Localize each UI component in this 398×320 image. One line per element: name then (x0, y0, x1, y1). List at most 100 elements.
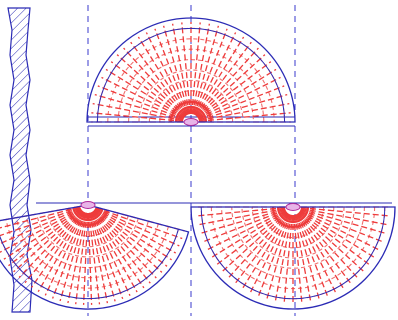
field-ray (91, 211, 138, 293)
field-ray (154, 28, 189, 115)
field-ray (181, 22, 191, 115)
field-ray (248, 213, 290, 295)
near-field-core (77, 206, 99, 217)
near-field-core (276, 206, 310, 224)
field-ray (0, 207, 81, 245)
field-ray (209, 210, 287, 260)
field-ray (51, 212, 86, 299)
field-ray (94, 93, 184, 121)
field-arc (56, 210, 119, 237)
field-ray (92, 210, 151, 284)
field-ray (3, 208, 82, 260)
field-ray (88, 212, 109, 304)
field-ray (94, 208, 172, 261)
field-ray (101, 76, 185, 119)
field-ray (44, 211, 86, 296)
lower-left-tilted-pattern-outline (0, 204, 190, 310)
field-ray (300, 209, 385, 244)
field-ray (37, 211, 85, 293)
field-ray (198, 102, 290, 122)
near-field-core (179, 110, 203, 123)
field-ray (198, 112, 291, 122)
field-ray (8, 209, 82, 267)
field-ray (283, 214, 293, 305)
near-field-core (169, 100, 213, 123)
field-ray (95, 207, 183, 240)
field-ray (297, 213, 353, 286)
field-ray (130, 41, 187, 116)
horizontal-references (36, 116, 392, 204)
field-ray (226, 212, 289, 280)
field-ray (93, 210, 157, 279)
field-ray (198, 208, 286, 235)
field-arc (159, 90, 223, 123)
field-ray (191, 23, 211, 115)
field-ray (195, 41, 252, 116)
vertical-centerlines (87, 5, 296, 316)
field-ray (192, 25, 220, 115)
near-field-core (72, 207, 104, 222)
field-ray (220, 211, 288, 274)
field-ray (87, 212, 93, 305)
hatched-wall (7, 7, 33, 313)
near-field-core (271, 206, 315, 229)
field-ray (195, 207, 286, 217)
field-ray (93, 209, 168, 267)
field-ray (123, 47, 187, 117)
field-ray (24, 210, 84, 284)
field-arc (46, 212, 129, 248)
field-ray (298, 211, 366, 274)
field-ray (13, 209, 83, 273)
upper-semicircular-pattern-rays (91, 22, 291, 123)
field-ray (293, 214, 312, 304)
field-ray (91, 211, 145, 289)
field-ray (18, 210, 83, 278)
field-ray (89, 212, 116, 302)
field-ray (294, 214, 321, 302)
lower-right-semicircular-pattern-inner-boundary (200, 206, 386, 300)
field-ray (94, 208, 177, 254)
field-ray (110, 61, 185, 118)
field-ray (105, 68, 185, 119)
field-ray (293, 214, 303, 305)
upper-semicircular-pattern-outline (86, 17, 296, 123)
near-field-core (281, 206, 305, 219)
field-arc (36, 213, 139, 258)
field-ray (198, 85, 285, 120)
field-ray (297, 212, 360, 280)
field-ray (195, 47, 259, 117)
field-ray (93, 209, 163, 273)
field-ray (194, 32, 237, 116)
field-ray (296, 213, 346, 291)
field-ray (90, 212, 124, 300)
field-ray (197, 68, 277, 119)
field-arc (241, 206, 345, 259)
field-arc (148, 79, 234, 123)
field-ray (300, 208, 388, 235)
field-ray (171, 23, 191, 115)
field-ray (299, 211, 372, 267)
near-field-core (67, 208, 109, 227)
radiation-patterns (0, 17, 396, 310)
field-ray (0, 208, 82, 253)
field-ray (162, 25, 190, 115)
field-arc (138, 69, 244, 123)
field-ray (95, 207, 180, 247)
field-ray (197, 76, 281, 119)
lower-right-semicircular-pattern (190, 203, 396, 310)
field-ray (196, 207, 286, 226)
field-ray (0, 206, 81, 229)
upper-semicircular-pattern (86, 17, 296, 126)
field-ray (274, 214, 293, 304)
field-ray (299, 210, 377, 260)
field-ray (256, 214, 291, 299)
field-ray (0, 206, 81, 237)
field-ray (88, 212, 101, 305)
field-ray (233, 213, 289, 286)
field-ray (198, 93, 288, 121)
lower-left-tilted-pattern (0, 201, 190, 310)
lower-right-semicircular-pattern-source (285, 203, 301, 211)
field-ray (82, 212, 89, 305)
field-ray (196, 54, 266, 118)
